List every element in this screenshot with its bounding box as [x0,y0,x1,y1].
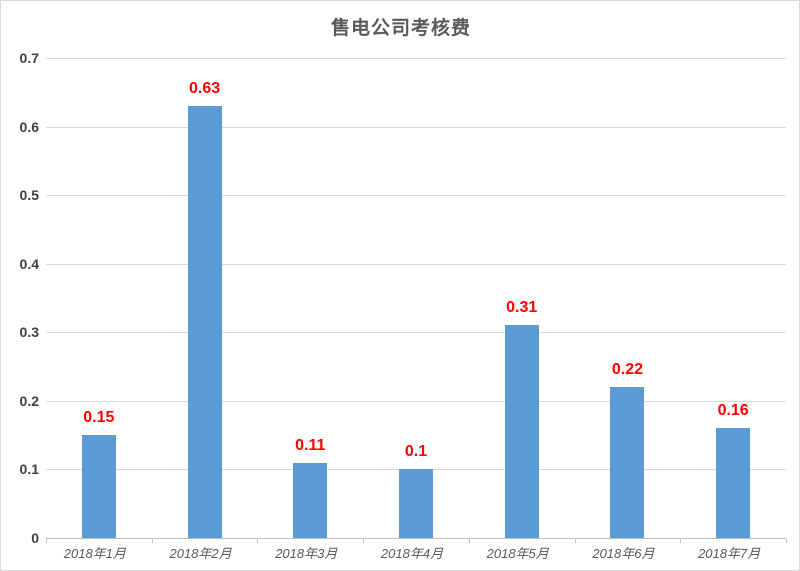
bar [716,428,751,538]
x-axis-line [46,538,786,539]
x-axis-category-label: 2018年5月 [486,546,549,561]
chart-title: 售电公司考核费 [330,18,471,39]
x-axis-category-label: 2018年1月 [63,546,126,561]
x-axis-category-label: 2018年2月 [169,546,232,561]
x-axis-tick [680,539,682,543]
x-axis-category-label: 2018年4月 [380,546,444,561]
x-axis-tick [574,539,576,543]
gridline [46,400,786,402]
bar-value-label: 0.11 [295,436,326,454]
y-axis-tick-label: 0.2 [19,392,39,409]
bar-value-label: 0.22 [611,361,643,379]
x-axis-category-label: 2018年3月 [275,546,338,561]
bar-value-label: 0.31 [506,299,538,317]
y-axis-tick-label: 0.6 [19,118,39,135]
x-axis-tick [257,539,259,543]
gridline [46,126,786,128]
y-axis-tick-label: 0.5 [19,187,39,204]
bar [187,106,222,538]
x-axis-category-label: 2018年6月 [592,546,655,561]
bar-value-label: 0.15 [83,409,115,427]
bar [81,435,116,538]
y-axis-tick-label: 0.3 [19,324,39,341]
bar [504,325,539,538]
bar-value-label: 0.63 [188,80,221,97]
y-axis-tick-label: 0.4 [19,255,39,272]
gridline [46,195,786,197]
x-axis-category-label: 2018年7月 [698,546,761,561]
y-axis-tick-label: 0.7 [19,50,39,66]
gridline [46,58,786,59]
bar [610,387,645,538]
x-axis-tick [363,539,365,543]
bar-value-label: 0.1 [404,443,428,461]
bar [293,462,328,538]
y-axis-tick-label: 0.1 [19,461,39,478]
gridline [46,332,786,334]
bar [399,469,433,538]
x-axis-tick [151,539,153,543]
x-axis-tick [468,539,470,543]
gridline [46,263,786,265]
x-axis-tick [46,539,47,543]
bar-value-label: 0.16 [717,402,749,420]
x-axis-tick [786,539,787,543]
y-axis-tick-label: 0 [31,530,39,546]
